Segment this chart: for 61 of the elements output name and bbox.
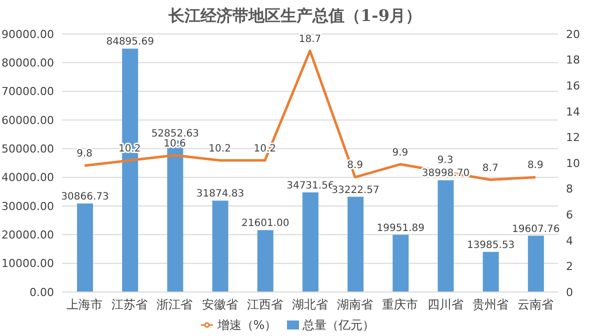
x-tick-label: 四川省 — [427, 298, 464, 312]
y2-tick-label: 14 — [566, 105, 580, 118]
y-tick-label: 0.00 — [30, 286, 54, 299]
x-tick-label: 湖南省 — [337, 298, 374, 312]
y2-tick-label: 8 — [566, 182, 573, 196]
data-label: 21601.00 — [242, 218, 290, 230]
data-label: 31874.83 — [196, 188, 244, 200]
y2-tick-label: 0 — [566, 286, 573, 299]
y2-tick-label: 16 — [566, 80, 580, 93]
data-label: 30866.73 — [61, 192, 109, 203]
x-tick-label: 云南省 — [517, 298, 554, 312]
data-label: 13985.53 — [466, 240, 515, 251]
x-tick-label: 湖北省 — [292, 298, 328, 312]
bar — [482, 252, 499, 292]
y-tick-label: 80000.00 — [2, 56, 54, 70]
x-tick-label: 江苏省 — [112, 298, 148, 312]
data-label: 10.2 — [208, 143, 231, 154]
y-tick-label: 70000.00 — [2, 85, 54, 98]
data-label: 9.8 — [76, 148, 92, 160]
data-label: 9.9 — [392, 147, 408, 158]
y2-tick-label: 12 — [566, 131, 580, 144]
y2-tick-label: 20 — [566, 28, 580, 41]
y2-tick-label: 2 — [566, 260, 573, 274]
data-label: 33222.57 — [332, 184, 380, 196]
bar — [528, 236, 544, 292]
y-tick-label: 10000.00 — [2, 257, 54, 270]
bar — [302, 192, 318, 292]
bar — [438, 180, 454, 292]
y-tick-label: 60000.00 — [2, 114, 54, 127]
data-label: 9.3 — [437, 155, 454, 166]
y2-tick-label: 4 — [566, 234, 573, 248]
x-tick-label: 上海市 — [66, 298, 103, 312]
data-label: 8.9 — [528, 160, 544, 172]
y-tick-label: 20000.00 — [2, 228, 54, 242]
bar — [348, 196, 364, 292]
bar — [257, 230, 274, 292]
y2-tick-label: 18 — [566, 54, 580, 67]
bar — [212, 200, 228, 292]
x-tick-label: 江西省 — [246, 298, 283, 312]
data-label: 34731.56 — [286, 180, 334, 192]
data-label: 19607.76 — [512, 224, 560, 235]
y2-tick-label: 10 — [566, 156, 580, 170]
bar — [392, 234, 409, 292]
x-tick-label: 贵州省 — [472, 298, 508, 312]
x-tick-label: 浙江省 — [156, 298, 193, 312]
data-label: 19951.89 — [376, 222, 424, 234]
bar — [77, 204, 93, 292]
data-label: 84895.69 — [106, 36, 154, 48]
y-tick-label: 90000.00 — [2, 28, 54, 41]
x-tick-label: 重庆市 — [382, 298, 418, 312]
x-tick-label: 安徽省 — [202, 298, 238, 312]
y-tick-label: 50000.00 — [2, 142, 54, 156]
y-tick-label: 30000.00 — [2, 200, 54, 213]
y2-tick-label: 6 — [566, 208, 573, 222]
data-label: 52852.63 — [151, 128, 200, 140]
data-label: 18.7 — [298, 34, 322, 45]
data-label: 8.7 — [482, 162, 498, 174]
y-tick-label: 40000.00 — [2, 171, 54, 184]
chart-title: 长江经济带地区生产总值（1-9月） — [168, 6, 422, 27]
legend-label: 总量（亿元） — [302, 318, 375, 332]
legend-label: 增速（%） — [217, 318, 277, 332]
